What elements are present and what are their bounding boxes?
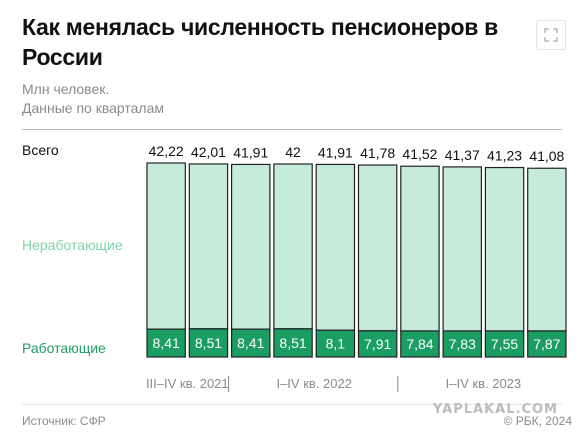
source-note: Источник: СФР	[22, 414, 106, 428]
working-value-label-10: 7,87	[533, 336, 560, 352]
working-bar-8	[442, 330, 483, 358]
nonworking-bar-8	[442, 166, 483, 332]
working-value-label-9: 7,55	[491, 336, 518, 352]
header-divider	[22, 129, 562, 130]
total-value-label-6: 41,78	[360, 145, 395, 161]
working-legend-label: Работающие	[22, 340, 106, 356]
working-value-label-6: 7,91	[364, 336, 391, 352]
expand-icon	[544, 28, 558, 42]
total-value-label-9: 41,23	[487, 148, 522, 164]
working-bar-3	[231, 328, 271, 358]
nonworking-bar-3	[231, 163, 271, 330]
period-label-2: I–IV кв. 2022	[276, 376, 351, 391]
working-bar-4	[273, 328, 313, 358]
total-value-label-7: 41,52	[402, 146, 437, 162]
nonworking-bar-6	[357, 164, 398, 332]
working-value-label-1: 8,41	[153, 335, 180, 351]
nonworking-legend-label: Неработающие	[22, 237, 123, 253]
pensioners-chart: 42,22 8,41 42,01 8,51 41,91 8,41 42 8,51 41,91 8,…	[146, 143, 567, 392]
footer-divider	[22, 404, 562, 405]
period-label-3: I–IV кв. 2023	[446, 376, 521, 391]
working-bar-5	[315, 329, 356, 358]
working-bar-2	[188, 328, 229, 358]
nonworking-bar-10	[527, 167, 567, 332]
chart-subtitle: Данные по кварталам	[22, 100, 165, 116]
nonworking-bar-1	[146, 162, 186, 330]
nonworking-bar-9	[484, 166, 525, 332]
working-bar-10	[527, 330, 567, 358]
working-value-label-4: 8,51	[279, 335, 306, 351]
nonworking-bar-4	[273, 163, 313, 330]
total-value-label-10: 41,08	[529, 148, 564, 164]
total-value-label-5: 41,91	[318, 144, 353, 160]
working-value-label-2: 8,51	[195, 335, 222, 351]
nonworking-bar-2	[188, 163, 229, 330]
working-bar-9	[484, 330, 525, 358]
total-value-label-3: 41,91	[233, 144, 268, 160]
nonworking-bar-7	[400, 165, 440, 332]
expand-button[interactable]	[536, 20, 566, 50]
working-value-label-7: 7,84	[406, 336, 433, 352]
total-value-label-2: 42,01	[191, 144, 226, 160]
watermark: YAPLAKAL.COM	[433, 402, 558, 417]
working-bar-7	[400, 330, 440, 358]
total-value-label-8: 41,37	[445, 147, 480, 163]
working-bar-1	[146, 328, 186, 358]
chart-unit: Млн человек.	[22, 81, 110, 97]
working-value-label-5: 8,1	[326, 336, 346, 352]
nonworking-bar-5	[315, 163, 356, 331]
period-label-1: III–IV кв. 2021	[146, 376, 229, 391]
total-row-label: Всего	[22, 142, 59, 158]
copyright-credit: © РБК, 2024	[503, 414, 572, 428]
total-value-label-1: 42,22	[149, 143, 184, 159]
working-value-label-3: 8,41	[237, 335, 264, 351]
chart-title: Как менялась численность пенсионеров в Р…	[22, 14, 498, 70]
total-value-label-4: 42	[285, 144, 301, 160]
working-bar-6	[357, 330, 398, 358]
working-value-label-8: 7,83	[449, 336, 476, 352]
